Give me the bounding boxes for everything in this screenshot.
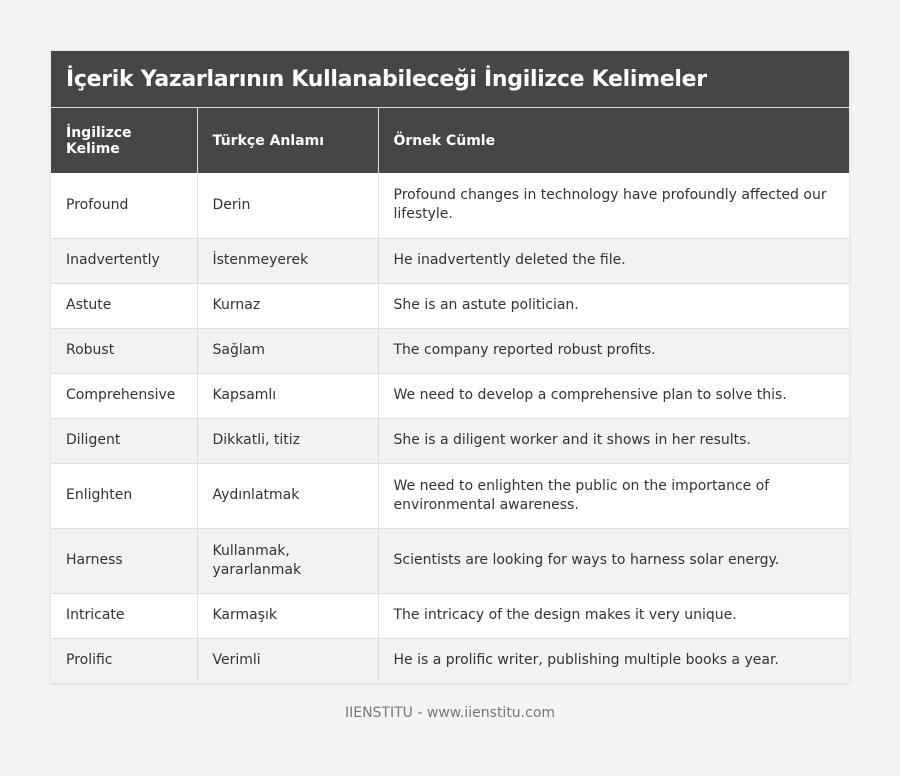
table-row: Intricate Karmaşık The intricacy of the de…: [51, 593, 849, 639]
cell-english-word: Comprehensive: [51, 373, 198, 419]
cell-turkish-meaning: Verimli: [197, 638, 379, 684]
cell-turkish-meaning: Aydınlatmak: [197, 463, 379, 529]
cell-turkish-meaning: Derin: [197, 173, 379, 239]
cell-example-sentence: He is a prolific writer, publishing mult…: [378, 638, 849, 684]
table-row: Harness Kullanmak, yararlanmak Scientists …: [51, 528, 849, 594]
cell-example-sentence: He inadvertently deleted the file.: [378, 238, 849, 284]
cell-example-sentence: The intricacy of the design makes it ver…: [378, 593, 849, 639]
cell-example-sentence: She is an astute politician.: [378, 283, 849, 329]
cell-turkish-meaning: Sağlam: [197, 328, 379, 374]
vocabulary-table-card: İçerik Yazarlarının Kullanabileceği İngi…: [51, 51, 849, 684]
header-turkish-meaning: Türkçe Anlamı: [197, 108, 379, 173]
cell-turkish-meaning: Dikkatli, titiz: [197, 418, 379, 464]
table-row: Astute Kurnaz She is an astute politician.: [51, 283, 849, 329]
table-row: Diligent Dikkatli, titiz She is a diligent…: [51, 418, 849, 464]
cell-turkish-meaning: Kurnaz: [197, 283, 379, 329]
table-title: İçerik Yazarlarının Kullanabileceği İngi…: [51, 51, 849, 108]
cell-turkish-meaning: Kullanmak, yararlanmak: [197, 528, 379, 594]
cell-example-sentence: Scientists are looking for ways to harne…: [378, 528, 849, 594]
table-row: Robust Sağlam The company reported robust …: [51, 328, 849, 374]
cell-english-word: Diligent: [51, 418, 198, 464]
cell-example-sentence: Profound changes in technology have prof…: [378, 173, 849, 239]
table-row: Enlighten Aydınlatmak We need to enlighten…: [51, 463, 849, 529]
cell-english-word: Inadvertently: [51, 238, 198, 284]
cell-english-word: Harness: [51, 528, 198, 594]
cell-example-sentence: She is a diligent worker and it shows in…: [378, 418, 849, 464]
table-row: Prolific Verimli He is a prolific writer, …: [51, 638, 849, 684]
cell-english-word: Astute: [51, 283, 198, 329]
header-english-word: İngilizce Kelime: [51, 108, 198, 173]
vocabulary-table: İngilizce Kelime Türkçe Anlamı Örnek Cüm…: [51, 108, 849, 684]
cell-english-word: Enlighten: [51, 463, 198, 529]
cell-turkish-meaning: Karmaşık: [197, 593, 379, 639]
cell-example-sentence: The company reported robust profits.: [378, 328, 849, 374]
cell-turkish-meaning: Kapsamlı: [197, 373, 379, 419]
footer-credit: IIENSTITU - www.iienstitu.com: [344, 705, 556, 721]
cell-example-sentence: We need to enlighten the public on the i…: [378, 463, 849, 529]
cell-turkish-meaning: İstenmeyerek: [197, 238, 379, 284]
header-example-sentence: Örnek Cümle: [378, 108, 849, 173]
cell-example-sentence: We need to develop a comprehensive plan …: [378, 373, 849, 419]
cell-english-word: Robust: [51, 328, 198, 374]
cell-english-word: Prolific: [51, 638, 198, 684]
table-row: Profound Derin Profound changes in technol…: [51, 173, 849, 239]
cell-english-word: Intricate: [51, 593, 198, 639]
table-row: Comprehensive Kapsamlı We need to develop …: [51, 373, 849, 419]
table-row: Inadvertently İstenmeyerek He inadvertentl…: [51, 238, 849, 284]
header-row: İngilizce Kelime Türkçe Anlamı Örnek Cüm…: [51, 108, 849, 173]
cell-english-word: Profound: [51, 173, 198, 239]
